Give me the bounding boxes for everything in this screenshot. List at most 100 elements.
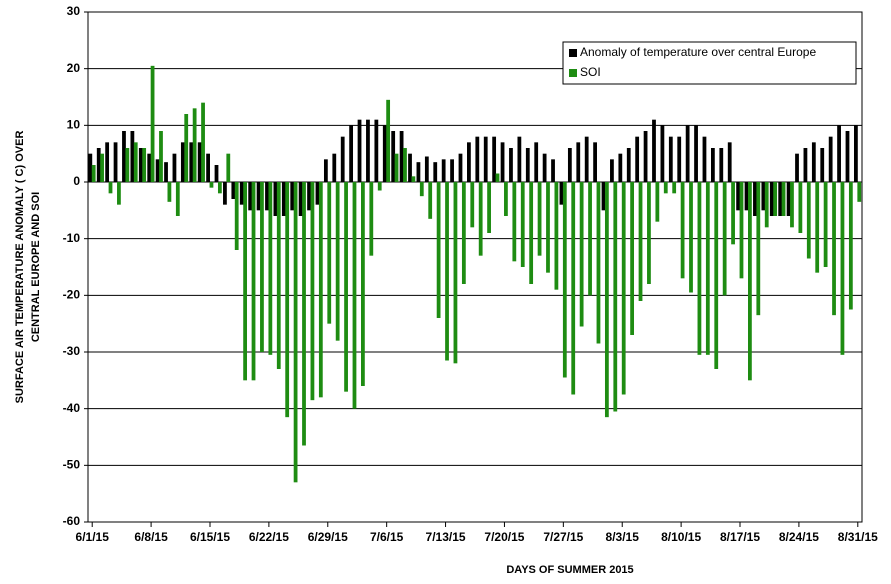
bar — [672, 182, 677, 194]
bar — [790, 182, 794, 228]
bar — [475, 136, 480, 182]
bar — [748, 182, 752, 381]
bar — [399, 131, 404, 182]
bar — [192, 108, 197, 182]
bar — [576, 142, 581, 182]
bar — [520, 182, 525, 267]
bar — [635, 136, 640, 182]
bar — [310, 182, 315, 401]
y-tick-label: -40 — [63, 401, 81, 415]
bar — [268, 182, 273, 355]
bar — [781, 182, 786, 216]
bar — [626, 148, 631, 182]
bar — [677, 136, 682, 182]
bar — [854, 125, 858, 182]
x-tick-label: 8/31/15 — [838, 530, 878, 544]
bar — [840, 182, 845, 355]
bar — [217, 182, 222, 194]
bar — [584, 136, 589, 182]
bar — [483, 136, 488, 182]
bar — [239, 182, 244, 205]
bar — [206, 153, 210, 182]
bar — [618, 153, 623, 182]
bar — [828, 136, 833, 182]
bar — [344, 182, 348, 392]
plot-frame — [87, 11, 863, 523]
bar — [113, 142, 118, 182]
bar — [655, 182, 660, 222]
bar — [234, 182, 239, 250]
bar — [403, 148, 407, 182]
bar — [281, 182, 286, 216]
legend-label: SOI — [580, 65, 601, 79]
bar — [596, 182, 601, 344]
bar — [108, 182, 113, 194]
bar — [487, 182, 491, 233]
bar — [377, 182, 382, 191]
bar — [795, 153, 799, 182]
bar — [495, 173, 500, 182]
bar — [744, 182, 749, 211]
bar — [604, 182, 609, 418]
bar — [357, 119, 362, 182]
bar — [630, 182, 635, 335]
bar — [559, 182, 564, 205]
bar — [352, 182, 357, 409]
bar — [571, 182, 576, 395]
bar — [369, 182, 374, 256]
bar — [361, 182, 365, 386]
bar — [290, 182, 295, 211]
bar — [441, 159, 446, 182]
bar — [593, 142, 597, 182]
y-tick-label: -20 — [63, 288, 81, 302]
bar — [167, 182, 172, 202]
bar — [542, 153, 547, 182]
bar — [517, 136, 522, 182]
x-tick-label: 6/22/15 — [249, 530, 289, 544]
bar — [588, 182, 592, 296]
bar — [285, 182, 290, 418]
bar — [315, 182, 320, 205]
bar — [201, 102, 205, 182]
bar — [184, 114, 189, 182]
bar — [335, 182, 340, 341]
bar — [175, 182, 180, 216]
bar — [298, 182, 303, 216]
bar — [122, 131, 126, 182]
bar — [428, 182, 433, 219]
bar — [820, 148, 825, 182]
bar — [424, 156, 429, 182]
y-tick-label: -60 — [63, 514, 81, 528]
bar — [155, 159, 160, 182]
bar — [445, 182, 449, 361]
bar — [307, 182, 311, 211]
bar — [318, 182, 323, 398]
bar — [189, 142, 194, 182]
bar — [419, 182, 424, 197]
bar — [323, 159, 328, 182]
bar — [702, 136, 707, 182]
y-axis-label: CENTRAL EUROPE AND SOI — [30, 192, 42, 342]
x-tick-label: 7/6/15 — [370, 530, 404, 544]
bar — [848, 182, 853, 310]
bar — [638, 182, 643, 301]
y-axis-label: SURFACE AIR TEMPERATURE ANOMALY ( C) OVE… — [14, 131, 26, 404]
bar — [719, 148, 724, 182]
bar — [382, 125, 387, 182]
bar — [470, 182, 475, 228]
bar — [243, 182, 248, 381]
x-tick-label: 7/13/15 — [426, 530, 466, 544]
bar — [416, 162, 421, 182]
bar — [461, 182, 466, 284]
bar — [492, 136, 497, 182]
bar — [433, 162, 438, 182]
bar — [117, 182, 121, 205]
bar — [130, 131, 135, 182]
bar — [837, 125, 841, 182]
bar — [694, 125, 698, 182]
bar — [340, 136, 345, 182]
bar — [214, 165, 219, 182]
bar — [529, 182, 534, 284]
bar — [256, 182, 261, 211]
